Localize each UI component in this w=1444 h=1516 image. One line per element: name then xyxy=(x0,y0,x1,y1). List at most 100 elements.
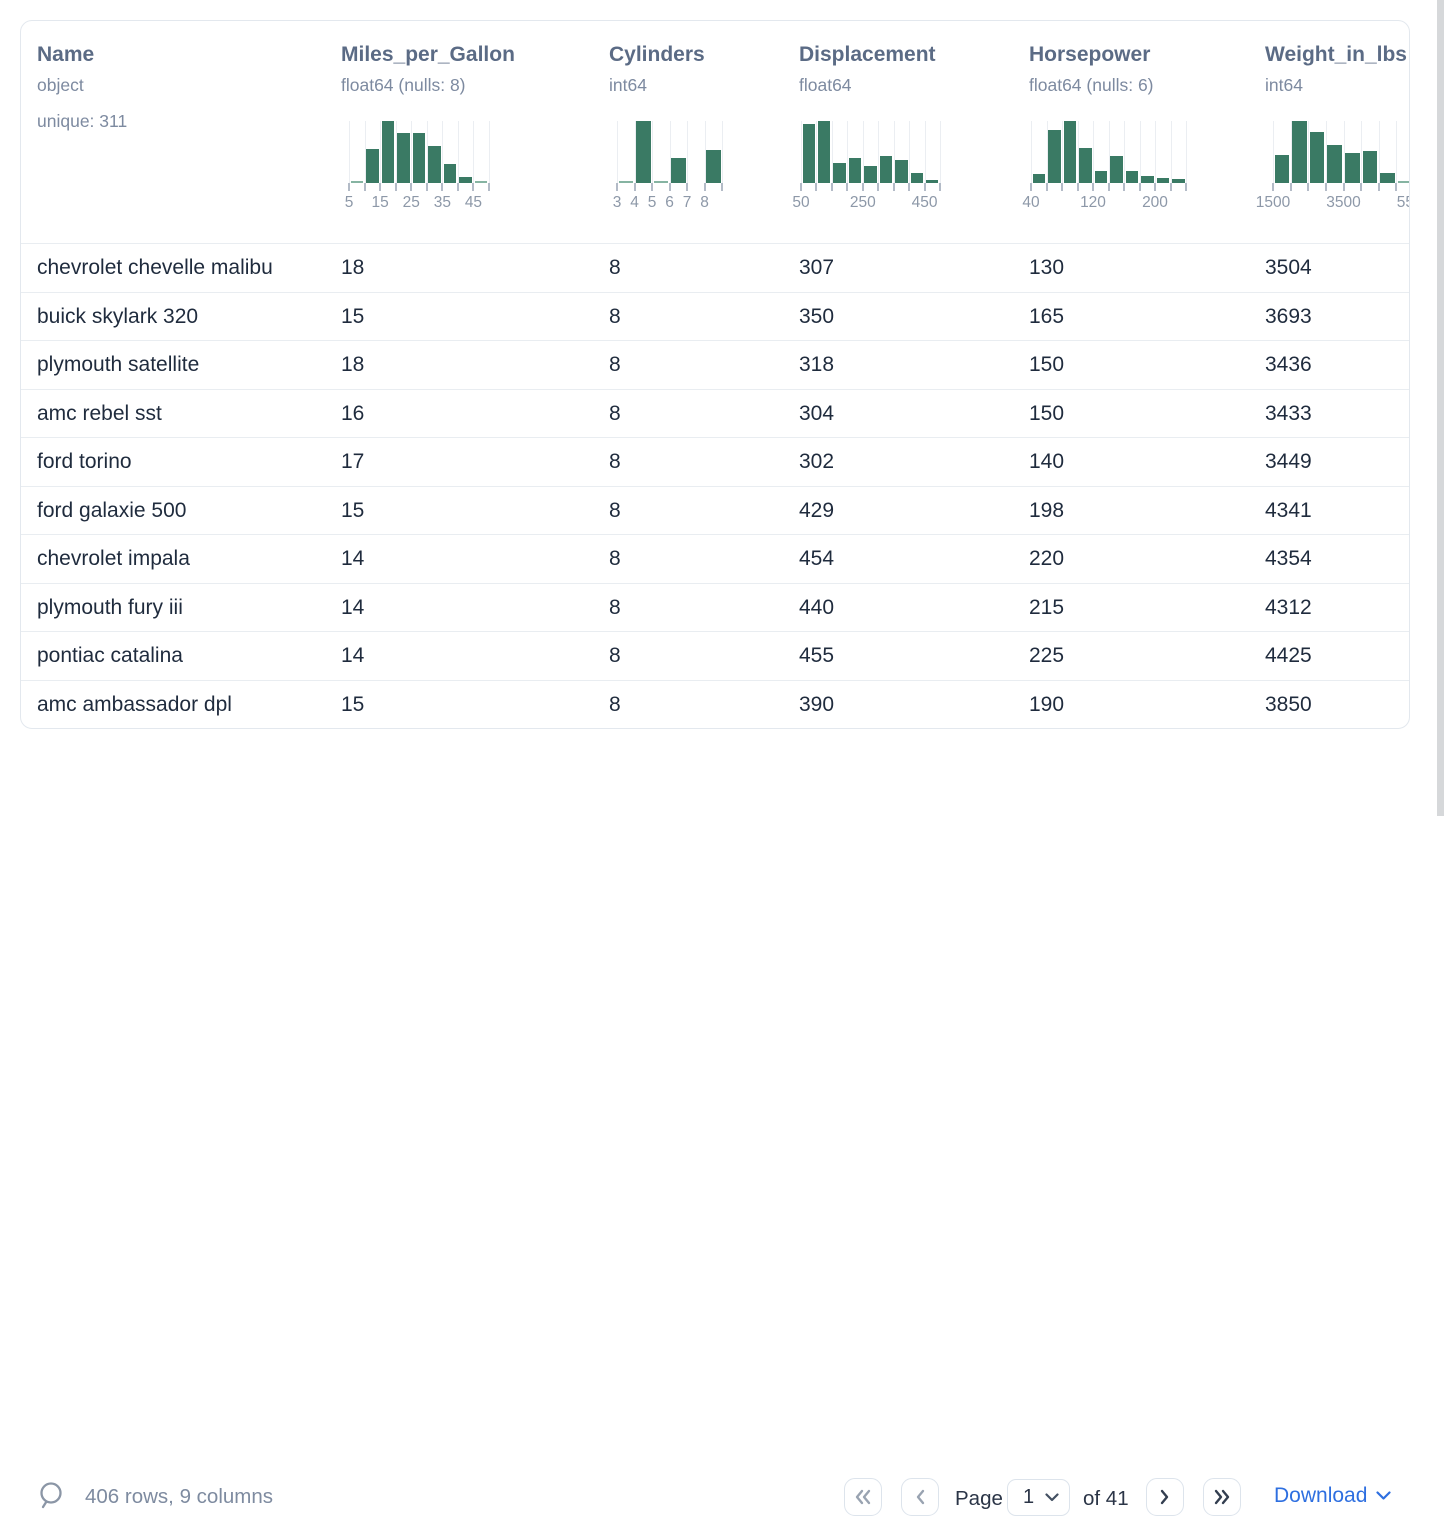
histogram-bar xyxy=(1274,155,1290,183)
table-cell: 8 xyxy=(609,304,621,328)
histogram-gridline xyxy=(380,121,382,183)
column-histogram[interactable]: 1500 3500 5500 xyxy=(1256,121,1409,213)
download-button[interactable]: Download xyxy=(1274,1484,1392,1508)
table-cell: 215 xyxy=(1029,595,1065,619)
histogram-axis-tick xyxy=(456,183,459,191)
column-header-type: object xyxy=(37,75,84,95)
histogram-axis-tick xyxy=(908,183,911,191)
histogram-bar xyxy=(1156,178,1169,183)
histogram-axis-tick xyxy=(1272,183,1274,191)
histogram-axis-tick xyxy=(348,183,350,191)
table-cell: 8 xyxy=(609,595,621,619)
page-select[interactable]: 1 xyxy=(1007,1479,1070,1516)
histogram-bar xyxy=(1125,171,1138,183)
histogram-axis-tick xyxy=(363,183,366,191)
table-cell: 14 xyxy=(341,644,365,667)
histogram-gridline xyxy=(426,121,428,183)
histogram-axis-tick xyxy=(815,183,818,191)
table-cell: 307 xyxy=(799,256,835,279)
histogram-bar xyxy=(1048,130,1061,183)
histogram-bar xyxy=(366,148,379,183)
histogram-bar xyxy=(879,156,893,183)
histogram-axis-tick xyxy=(1360,183,1363,191)
column-header-name[interactable]: Displacement xyxy=(799,43,936,66)
histogram-gridline xyxy=(669,121,671,183)
table-cell: amc rebel sst xyxy=(37,401,162,425)
histogram-gridline xyxy=(1343,121,1345,183)
histogram-bar xyxy=(802,124,815,183)
column-histogram[interactable]: 5 15 25 35 45 xyxy=(345,121,490,213)
histogram-axis-tick xyxy=(830,183,833,191)
histogram-gridline xyxy=(1124,121,1125,183)
histogram-axis-tick xyxy=(1395,183,1398,191)
table-cell: 17 xyxy=(341,450,365,473)
histogram-axis-tick xyxy=(1185,183,1187,191)
histogram-gridline xyxy=(617,121,618,183)
histogram-axis-tick xyxy=(923,183,926,191)
histogram-gridline xyxy=(878,121,880,183)
histogram-bar xyxy=(1141,176,1154,183)
histogram-axis-tick xyxy=(668,183,671,191)
histogram-bar xyxy=(895,160,908,183)
histogram-axis-tick xyxy=(892,183,895,191)
histogram-tick-label: 5 xyxy=(647,194,657,211)
table-row: chevrolet chevelle malibu 18 8 307 130 3504 xyxy=(21,243,1409,292)
histogram-axis-tick xyxy=(651,183,653,191)
histogram-gridline xyxy=(1186,121,1187,183)
search-button[interactable] xyxy=(36,1480,68,1512)
histogram-bar xyxy=(618,181,633,183)
column-header-name[interactable]: Cylinders xyxy=(609,43,705,66)
histogram-gridline xyxy=(816,121,818,183)
histogram-bar xyxy=(428,145,441,183)
histogram-gridline xyxy=(1108,121,1110,183)
histogram-gridline xyxy=(909,121,911,183)
histogram-tick-label: 250 xyxy=(849,194,876,211)
histogram-axis-tick xyxy=(1324,183,1327,191)
table-cell: 220 xyxy=(1029,547,1065,570)
column-histogram[interactable]: 40 120 200 xyxy=(1022,121,1187,213)
table-cell: 302 xyxy=(799,450,835,473)
histogram-bar xyxy=(1110,156,1123,183)
table-cell: 165 xyxy=(1029,304,1065,328)
prev-page-button[interactable] xyxy=(901,1478,939,1516)
histogram-bar xyxy=(459,176,472,183)
histogram-gridline xyxy=(1155,121,1156,183)
histogram-tick-label: 7 xyxy=(682,194,692,211)
table-cell: 198 xyxy=(1029,498,1065,522)
scrollbar[interactable] xyxy=(1437,0,1444,816)
table-cell: 3449 xyxy=(1265,450,1312,473)
histogram-bar xyxy=(1079,148,1092,183)
histogram-bar xyxy=(1345,153,1360,183)
first-page-button[interactable] xyxy=(844,1478,882,1516)
histogram-bar xyxy=(706,150,721,183)
histogram-gridline xyxy=(1062,121,1063,183)
table-header: Name object unique: 311 Miles_per_Gallon flo… xyxy=(21,21,1409,243)
column-header-name[interactable]: Name xyxy=(37,43,95,66)
table-cell: plymouth satellite xyxy=(37,353,200,376)
histogram-bar xyxy=(412,133,426,183)
last-page-button[interactable] xyxy=(1203,1478,1241,1516)
page-label: Page xyxy=(955,1487,1003,1510)
histogram-bar xyxy=(1362,151,1378,183)
histogram-bar xyxy=(636,121,651,183)
histogram-gridline xyxy=(1139,121,1141,183)
table-row: amc ambassador dpl 15 8 390 190 3850 xyxy=(21,679,1409,729)
column-header-name[interactable]: Weight_in_lbs xyxy=(1265,43,1407,66)
table-cell: chevrolet chevelle malibu xyxy=(37,256,273,279)
histogram-gridline xyxy=(831,121,833,183)
histogram-gridline xyxy=(1046,121,1048,183)
table-cell: 4312 xyxy=(1265,595,1312,619)
histogram-tick-label: 1500 xyxy=(1255,194,1291,211)
column-header-name[interactable]: Horsepower xyxy=(1029,43,1151,66)
column-header-name[interactable]: Miles_per_Gallon xyxy=(341,43,515,66)
next-page-button[interactable] xyxy=(1146,1478,1184,1516)
histogram-bar xyxy=(910,173,924,183)
histogram-axis-tick xyxy=(939,183,941,191)
column-histogram[interactable]: 50 250 450 xyxy=(792,121,941,213)
table-cell: ford torino xyxy=(37,450,132,473)
table-cell: 3693 xyxy=(1265,304,1312,328)
histogram-axis-tick xyxy=(800,183,802,191)
histogram-axis-tick xyxy=(488,183,490,191)
histogram-gridline xyxy=(489,121,490,183)
